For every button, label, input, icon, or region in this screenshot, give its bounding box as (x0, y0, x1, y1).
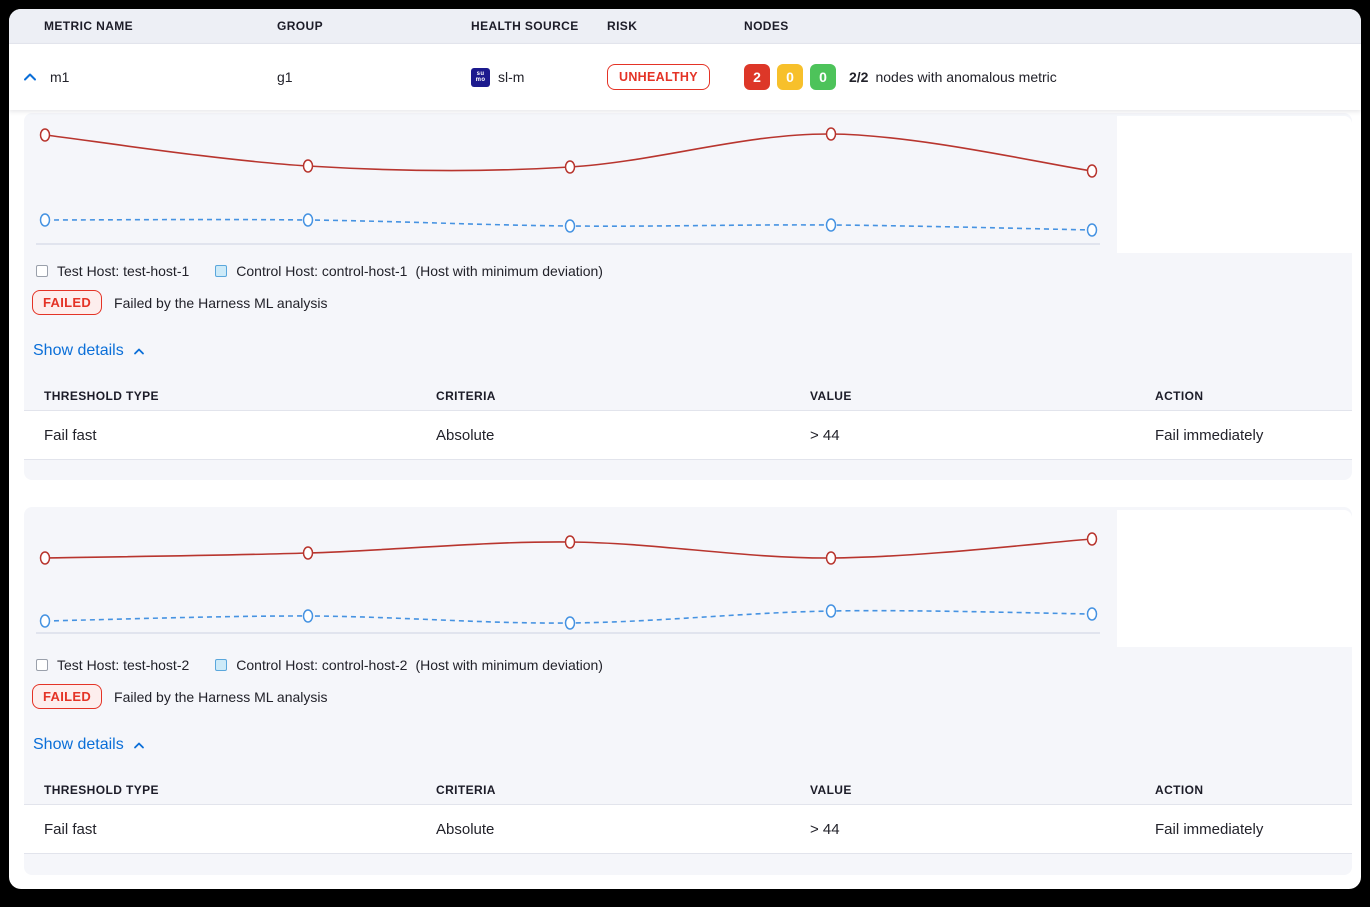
line-chart-1 (36, 127, 1100, 245)
header-action: ACTION (1155, 782, 1204, 797)
metric-name: m1 (50, 69, 70, 85)
header-action: ACTION (1155, 388, 1204, 403)
risk-badge: UNHEALTHY (607, 64, 710, 90)
node-analysis-panel-1: Test Host: test-host-1 Control Host: con… (24, 113, 1352, 480)
legend-test-host-label: Test Host: test-host-2 (57, 657, 190, 673)
show-details-label: Show details (33, 342, 124, 359)
chart-legend-1: Test Host: test-host-1 Control Host: con… (24, 263, 1352, 279)
metric-group: g1 (277, 69, 293, 85)
failed-message: Failed by the Harness ML analysis (114, 294, 328, 311)
failed-badge: FAILED (32, 684, 103, 709)
header-value: VALUE (810, 782, 852, 797)
sumologic-icon: su mo (471, 67, 490, 87)
analysis-status-row-2: FAILED Failed by the Harness ML analysis (24, 684, 1352, 709)
cell-value: > 44 (810, 820, 840, 838)
collapse-chevron-up-icon[interactable] (22, 69, 38, 85)
header-threshold-type: THRESHOLD TYPE (44, 782, 159, 797)
anomalous-nodes-badge: 2 (744, 64, 770, 90)
healthy-nodes-badge: 0 (810, 64, 836, 90)
threshold-table-header: THRESHOLD TYPE CRITERIA VALUE ACTION (24, 775, 1352, 804)
line-chart-2 (36, 532, 1100, 634)
nodes-caption: nodes with anomalous metric (875, 69, 1057, 85)
column-group: GROUP (277, 19, 324, 33)
legend-control-host-note: (Host with minimum deviation) (415, 657, 603, 673)
column-health-source: HEALTH SOURCE (471, 19, 579, 33)
header-value: VALUE (810, 388, 852, 403)
header-criteria: CRITERIA (436, 388, 496, 403)
nodes-ratio: 2/2 (849, 69, 869, 85)
legend-control-host-label: Control Host: control-host-1 (236, 263, 408, 279)
sumologic-icon-text-top: su (476, 70, 485, 77)
metric-comparison-chart-2 (24, 507, 1352, 652)
failed-message: Failed by the Harness ML analysis (114, 688, 328, 705)
health-source-name: sl-m (498, 69, 525, 85)
chart-empty-area-1 (1117, 116, 1352, 253)
threshold-details-table-1: THRESHOLD TYPE CRITERIA VALUE ACTION Fai… (24, 381, 1352, 460)
show-details-link-1[interactable]: Show details (33, 342, 146, 360)
legend-test-host-label: Test Host: test-host-1 (57, 263, 190, 279)
header-threshold-type: THRESHOLD TYPE (44, 388, 159, 403)
legend-control-host-2[interactable]: Control Host: control-host-2 (Host with … (215, 657, 603, 673)
header-criteria: CRITERIA (436, 782, 496, 797)
legend-control-host-1[interactable]: Control Host: control-host-1 (Host with … (215, 263, 603, 279)
node-analysis-panel-2: Test Host: test-host-2 Control Host: con… (24, 507, 1352, 875)
threshold-table-row: Fail fast Absolute > 44 Fail immediately (24, 804, 1352, 854)
cell-value: > 44 (810, 426, 840, 444)
cell-criteria: Absolute (436, 820, 495, 838)
cell-action: Fail immediately (1155, 426, 1264, 444)
sumologic-icon-text-bottom: mo (475, 77, 486, 83)
legend-control-host-label: Control Host: control-host-2 (236, 657, 408, 673)
control-host-legend-marker-icon (215, 265, 228, 277)
cell-threshold-type: Fail fast (44, 426, 97, 444)
control-host-legend-marker-icon (215, 659, 228, 671)
failed-badge: FAILED (32, 290, 103, 315)
test-host-legend-marker-icon (36, 265, 48, 277)
chart-legend-2: Test Host: test-host-2 Control Host: con… (24, 657, 1352, 673)
cell-criteria: Absolute (436, 426, 495, 444)
chart-empty-area-2 (1117, 510, 1352, 647)
show-details-link-2[interactable]: Show details (33, 736, 146, 754)
chevron-up-icon (133, 348, 144, 355)
legend-test-host-1[interactable]: Test Host: test-host-1 (36, 263, 189, 279)
verification-metrics-page: METRIC NAME GROUP HEALTH SOURCE RISK NOD… (9, 9, 1361, 889)
cell-action: Fail immediately (1155, 820, 1264, 838)
chevron-up-icon (133, 742, 144, 749)
threshold-table-row: Fail fast Absolute > 44 Fail immediately (24, 410, 1352, 460)
metric-comparison-chart-1 (24, 113, 1352, 258)
column-nodes: NODES (744, 19, 789, 33)
cell-threshold-type: Fail fast (44, 820, 97, 838)
legend-control-host-note: (Host with minimum deviation) (415, 263, 603, 279)
threshold-table-header: THRESHOLD TYPE CRITERIA VALUE ACTION (24, 381, 1352, 410)
legend-test-host-2[interactable]: Test Host: test-host-2 (36, 657, 189, 673)
column-metric-name: METRIC NAME (44, 19, 134, 33)
test-host-legend-marker-icon (36, 659, 48, 671)
metric-row[interactable]: m1 g1 su mo sl-m UNHEALTHY 2 0 0 2/2 nod… (9, 44, 1361, 110)
show-details-label: Show details (33, 736, 124, 753)
threshold-details-table-2: THRESHOLD TYPE CRITERIA VALUE ACTION Fai… (24, 775, 1352, 854)
warning-nodes-badge: 0 (777, 64, 803, 90)
column-risk: RISK (607, 19, 638, 33)
analysis-status-row-1: FAILED Failed by the Harness ML analysis (24, 290, 1352, 315)
metrics-table-header: METRIC NAME GROUP HEALTH SOURCE RISK NOD… (9, 9, 1361, 44)
